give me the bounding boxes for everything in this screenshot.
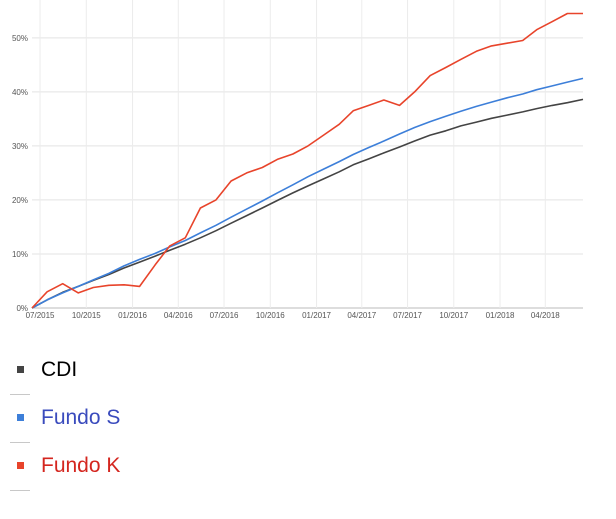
legend-swatch-fundo-s <box>17 414 24 421</box>
series-lines <box>31 12 584 309</box>
x-tick-label: 07/2017 <box>393 311 422 320</box>
x-tick-label: 04/2017 <box>347 311 376 320</box>
legend-swatch-cdi <box>17 366 24 373</box>
series-line-cdi <box>31 98 584 309</box>
legend-item-cdi[interactable]: CDI <box>10 352 210 400</box>
legend-label-fundo-k: Fundo K <box>41 454 121 477</box>
y-axis-ticks: 0% 10% 20% 30% 40% 50% <box>12 34 28 313</box>
y-tick-label: 10% <box>12 250 28 259</box>
x-axis-ticks: 07/2015 10/2015 01/2016 04/2016 07/2016 10/20… <box>26 311 561 320</box>
legend-separator <box>10 394 30 395</box>
x-tick-label: 07/2016 <box>210 311 239 320</box>
x-tick-label: 07/2015 <box>26 311 55 320</box>
series-line-fundo-s <box>31 77 584 309</box>
y-tick-label: 30% <box>12 142 28 151</box>
legend-swatch-fundo-k <box>17 462 24 469</box>
series-line-fundo-k <box>31 12 583 309</box>
line-chart: 0%10%20%30%40%50% 07/2015 10/2015 01/2016 0… <box>12 0 584 320</box>
legend-label-cdi: CDI <box>41 358 78 381</box>
x-tick-label: 01/2017 <box>302 311 331 320</box>
x-tick-label: 01/2016 <box>118 311 147 320</box>
x-tick-label: 10/2017 <box>439 311 468 320</box>
x-tick-label: 10/2016 <box>256 311 285 320</box>
y-tick-label: 50% <box>12 34 28 43</box>
legend-separator <box>10 442 30 443</box>
legend-separator <box>10 490 30 491</box>
y-tick-label: 0% <box>16 304 28 313</box>
y-tick-label: 40% <box>12 88 28 97</box>
x-tick-label: 10/2015 <box>72 311 101 320</box>
x-tick-label: 04/2018 <box>531 311 560 320</box>
legend-item-fundo-s[interactable]: Fundo S <box>10 400 210 448</box>
x-tick-label: 04/2016 <box>164 311 193 320</box>
legend-item-fundo-k[interactable]: Fundo K <box>10 448 210 496</box>
legend: CDI Fundo S Fundo K <box>10 352 210 496</box>
y-tick-label: 20% <box>12 196 28 205</box>
x-tick-label: 01/2018 <box>486 311 515 320</box>
legend-label-fundo-s: Fundo S <box>41 406 121 429</box>
gridlines <box>32 0 583 309</box>
